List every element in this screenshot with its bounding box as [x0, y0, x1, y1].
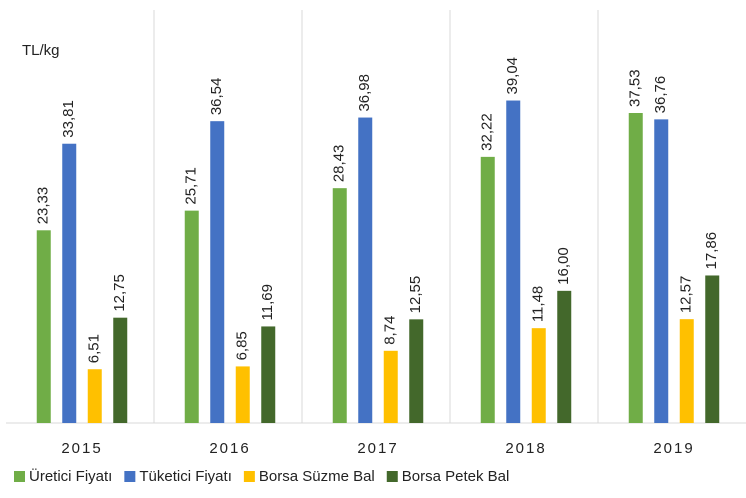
- value-label: 36,54: [208, 78, 225, 116]
- bar: [113, 317, 128, 423]
- x-tick-label: 2018: [505, 440, 546, 457]
- value-label: 11,69: [259, 284, 276, 320]
- legend-label: Borsa Petek Bal: [402, 468, 510, 485]
- value-label: 33,81: [60, 100, 77, 138]
- bar: [62, 143, 77, 423]
- legend-swatch: [386, 471, 398, 482]
- value-label: 17,86: [703, 232, 720, 270]
- bar: [654, 119, 669, 423]
- x-tick-label: 2015: [61, 440, 102, 457]
- x-tick-label: 2019: [653, 440, 694, 457]
- value-label: 11,48: [530, 286, 547, 322]
- value-label: 8,74: [382, 316, 399, 345]
- bar: [184, 210, 199, 423]
- bar: [261, 326, 276, 423]
- value-label: 6,85: [234, 331, 251, 360]
- bar: [358, 117, 373, 423]
- value-label: 23,33: [35, 187, 52, 225]
- legend-swatch: [14, 471, 25, 482]
- bar: [628, 113, 643, 423]
- value-label: 16,00: [555, 247, 572, 285]
- legend-label: Tüketici Fiyatı: [139, 468, 232, 485]
- value-label: 36,98: [356, 74, 373, 112]
- value-label: 39,04: [504, 57, 521, 95]
- bar: [87, 369, 102, 423]
- bar: [557, 290, 572, 423]
- bar: [383, 350, 398, 423]
- y-axis-label: TL/kg: [22, 42, 60, 59]
- value-label: 12,57: [678, 276, 695, 314]
- bar: [531, 328, 546, 423]
- x-tick-label: 2017: [357, 440, 398, 457]
- label-box: [10, 32, 80, 72]
- bar: [332, 188, 347, 423]
- value-label: 25,71: [183, 167, 200, 205]
- bar: [409, 319, 424, 423]
- legend-swatch: [243, 471, 255, 482]
- bar: [679, 319, 694, 423]
- x-tick-label: 2016: [209, 440, 250, 457]
- value-label: 36,76: [652, 76, 669, 114]
- legend-label: Üretici Fiyatı: [29, 467, 112, 485]
- value-label: 32,22: [479, 113, 496, 151]
- bar: [480, 156, 495, 423]
- bar: [36, 230, 51, 423]
- value-label: 6,51: [86, 334, 103, 363]
- legend-swatch: [124, 471, 136, 482]
- bar: [506, 100, 521, 423]
- legend-label: Borsa Süzme Bal: [259, 468, 375, 485]
- value-label: 37,53: [627, 69, 644, 107]
- bar: [705, 275, 720, 423]
- value-label: 12,55: [407, 276, 424, 314]
- bar: [210, 121, 225, 424]
- value-label: 12,75: [111, 274, 128, 312]
- bar: [235, 366, 250, 423]
- value-label: 28,43: [331, 145, 348, 183]
